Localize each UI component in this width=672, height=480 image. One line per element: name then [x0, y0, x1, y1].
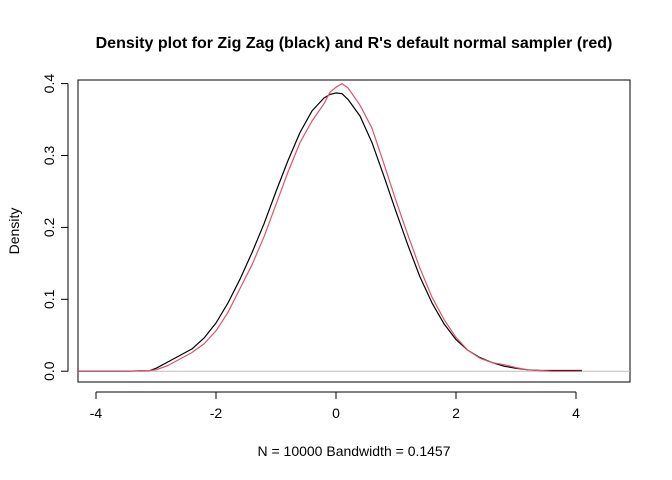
y-tick-label: 0.2 [41, 217, 57, 237]
x-tick-label: 2 [452, 405, 460, 421]
x-tick-label: -2 [210, 405, 223, 421]
y-axis: 0.0 0.1 0.2 0.3 0.4 [41, 74, 69, 381]
series-layer [78, 82, 582, 372]
y-tick-label: 0.0 [41, 361, 57, 381]
x-tick-label: -4 [90, 405, 103, 421]
plot-box [77, 79, 631, 383]
x-axis: -4 -2 0 2 4 [90, 391, 580, 421]
x-axis-label: N = 10000 Bandwidth = 0.1457 [257, 443, 450, 459]
density-line-normal [78, 82, 582, 372]
y-tick-label: 0.1 [41, 289, 57, 309]
y-tick-label: 0.3 [41, 146, 57, 166]
x-tick-label: 4 [572, 405, 580, 421]
chart-title: Density plot for Zig Zag (black) and R's… [96, 35, 613, 52]
x-tick-label: 0 [332, 405, 340, 421]
density-line-zigzag [78, 92, 582, 372]
y-axis-label: Density [6, 208, 22, 255]
y-tick-label: 0.4 [41, 74, 57, 94]
